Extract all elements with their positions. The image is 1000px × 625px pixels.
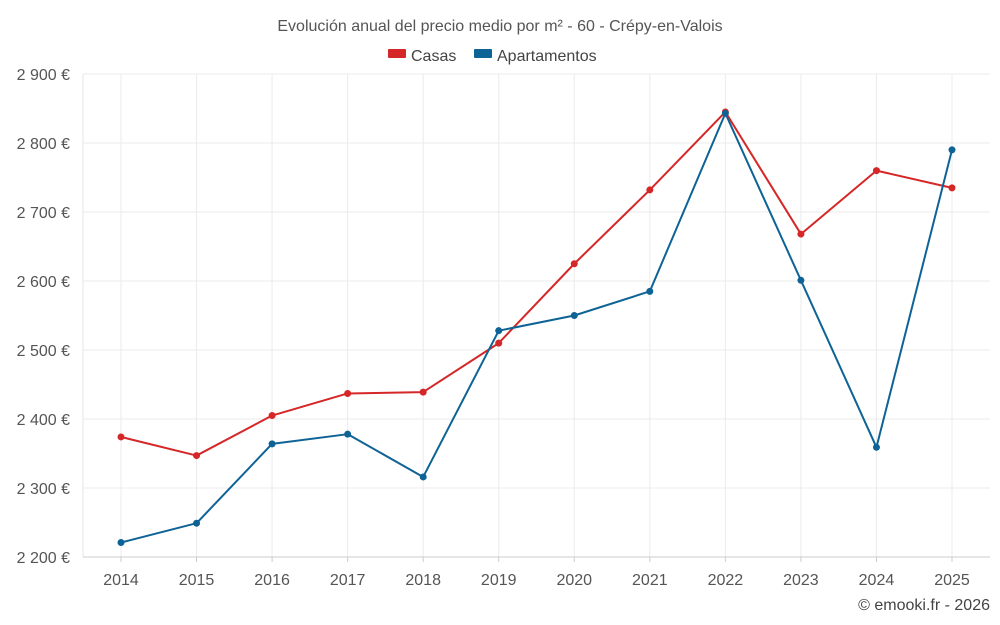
data-point-apartamentos[interactable] [721, 109, 729, 117]
data-point-apartamentos[interactable] [797, 276, 805, 284]
data-point-apartamentos[interactable] [646, 287, 654, 295]
legend-label-casas: Casas [411, 48, 456, 65]
series-group [117, 108, 956, 547]
data-point-apartamentos[interactable] [268, 440, 276, 448]
y-tick-label: 2 900 € [17, 67, 70, 84]
y-tick-label: 2 200 € [17, 550, 70, 567]
x-tick-label: 2025 [934, 572, 970, 589]
x-tick-label: 2023 [783, 572, 819, 589]
x-tick-label: 2022 [708, 572, 744, 589]
grid [83, 73, 990, 558]
x-tick-label: 2018 [405, 572, 441, 589]
data-point-casas[interactable] [419, 388, 427, 396]
y-tick-label: 2 700 € [17, 205, 70, 222]
data-point-casas[interactable] [495, 339, 503, 347]
y-tick-label: 2 300 € [17, 481, 70, 498]
legend-swatch-casas [388, 49, 406, 58]
data-point-apartamentos[interactable] [117, 539, 125, 547]
x-tick-label: 2019 [481, 572, 517, 589]
x-tick-label: 2016 [254, 572, 290, 589]
chart-title: Evolución anual del precio medio por m² … [277, 18, 722, 35]
data-point-apartamentos[interactable] [193, 519, 201, 527]
data-point-casas[interactable] [872, 167, 880, 175]
y-tick-label: 2 500 € [17, 343, 70, 360]
data-point-apartamentos[interactable] [948, 146, 956, 154]
credit-text: © emooki.fr - 2026 [858, 597, 990, 614]
data-point-casas[interactable] [268, 412, 276, 420]
series-casas [117, 108, 956, 460]
x-tick-label: 2020 [556, 572, 592, 589]
y-axis: 2 200 € 2 300 € 2 400 € 2 500 € 2 600 € 2 700… [17, 67, 84, 567]
data-point-apartamentos[interactable] [344, 430, 352, 438]
x-tick-label: 2017 [330, 572, 366, 589]
legend-item-apartamentos[interactable]: Apartamentos [474, 48, 597, 65]
x-tick-label: 2014 [103, 572, 139, 589]
legend: Casas Apartamentos [388, 48, 597, 65]
series-apartamentos [117, 109, 956, 547]
data-point-casas[interactable] [193, 452, 201, 460]
data-point-apartamentos[interactable] [570, 312, 578, 319]
y-tick-label: 2 600 € [17, 274, 70, 291]
data-point-apartamentos[interactable] [419, 473, 427, 481]
data-point-apartamentos[interactable] [495, 327, 503, 335]
series-line-apartamentos [120, 112, 953, 544]
data-point-casas[interactable] [646, 186, 654, 194]
data-point-casas[interactable] [797, 230, 805, 238]
data-point-apartamentos[interactable] [872, 443, 880, 451]
data-point-casas[interactable] [117, 433, 125, 441]
x-tick-label: 2015 [179, 572, 215, 589]
x-axis: 2014 2015 2016 2017 2018 2019 2020 2021 2022 2023… [83, 556, 990, 589]
legend-item-casas[interactable]: Casas [388, 48, 456, 65]
legend-label-apartamentos: Apartamentos [497, 48, 597, 65]
data-point-casas[interactable] [948, 184, 956, 192]
series-line-casas [120, 110, 953, 457]
data-point-casas[interactable] [344, 389, 352, 397]
legend-swatch-apartamentos [474, 49, 492, 58]
y-tick-label: 2 400 € [17, 412, 70, 429]
x-tick-label: 2021 [632, 572, 668, 589]
data-point-casas[interactable] [570, 260, 578, 268]
x-tick-label: 2024 [859, 572, 895, 589]
y-tick-label: 2 800 € [17, 136, 70, 153]
